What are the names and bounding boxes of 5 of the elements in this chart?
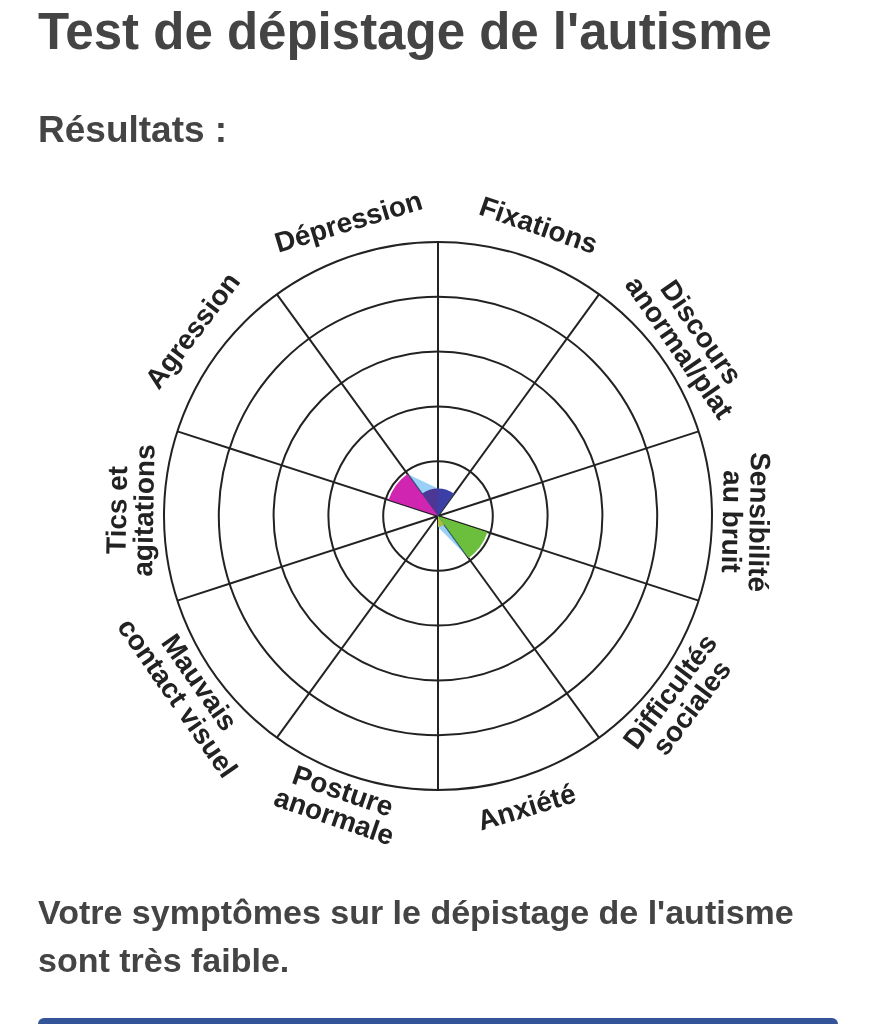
- spoke-label: Tics et agitations: [100, 444, 161, 577]
- chart-title: Test de dépistage de l'autisme: [38, 3, 772, 60]
- spoke-label: Sensibilité au bruit: [715, 451, 777, 593]
- text: Votre symptômes sur le dépistage de l'autisme sont très faible.: [38, 892, 795, 981]
- chart-subtitle: Résultats :: [38, 109, 228, 150]
